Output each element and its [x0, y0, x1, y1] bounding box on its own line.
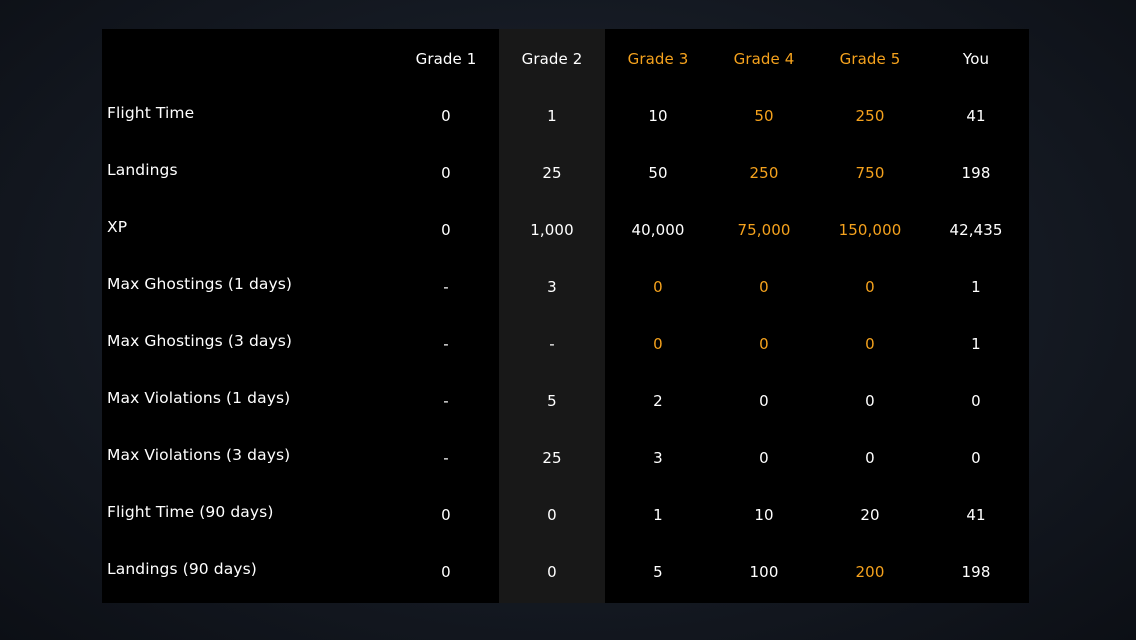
table-cell: 0: [759, 448, 769, 467]
column-header: Grade 3: [627, 50, 689, 68]
header-corner: [102, 29, 393, 87]
table-cell: -: [549, 334, 555, 353]
table-cell: 0: [865, 277, 875, 296]
table-cell: 0: [441, 163, 451, 182]
table-cell: 1: [653, 505, 663, 524]
table-cell: 10: [648, 106, 668, 125]
row-label: XP: [107, 217, 128, 236]
table-cell: 750: [855, 163, 885, 182]
table-cell: 0: [441, 505, 451, 524]
table-cell: 40,000: [631, 220, 685, 239]
row-label: Max Violations (1 days): [107, 388, 291, 407]
table-cell: 2: [653, 391, 663, 410]
table-cell: 1: [547, 106, 557, 125]
table-cell: 25: [542, 163, 562, 182]
column-header: Grade 2: [521, 50, 583, 68]
grade-2-column-highlight: [499, 29, 605, 603]
table-cell: 75,000: [737, 220, 791, 239]
row-label: Flight Time (90 days): [107, 502, 274, 521]
table-cell: 198: [961, 163, 991, 182]
table-cell: -: [443, 391, 449, 410]
grade-requirements-table: Grade 1 Grade 2 Grade 3 Grade 4 Grade 5 You Fl…: [102, 29, 1029, 603]
table-cell: 3: [653, 448, 663, 467]
row-label: Max Ghostings (3 days): [107, 331, 293, 350]
table-cell: 41: [966, 505, 986, 524]
table-cell: 25: [542, 448, 562, 467]
table-cell: 0: [971, 391, 981, 410]
table-cell: 0: [865, 391, 875, 410]
table-cell: -: [443, 334, 449, 353]
column-header: You: [962, 50, 990, 68]
table-cell: 0: [759, 334, 769, 353]
grade-requirements-panel: Grade 1 Grade 2 Grade 3 Grade 4 Grade 5 You Fl…: [102, 29, 1029, 603]
column-header: Grade 4: [733, 50, 795, 68]
table-cell: 250: [855, 106, 885, 125]
table-cell: 100: [749, 563, 779, 581]
table-cell: 0: [971, 448, 981, 467]
table-cell: 0: [653, 334, 663, 353]
row-label: Max Ghostings (1 days): [107, 274, 293, 293]
table-cell: -: [443, 277, 449, 296]
table-cell: 50: [754, 106, 774, 125]
table-cell: 0: [441, 106, 451, 125]
table-cell: 200: [855, 563, 885, 581]
row-label: Flight Time: [107, 103, 195, 122]
table-cell: 0: [547, 505, 557, 524]
table-cell: 1: [971, 334, 981, 353]
table-cell: 5: [547, 391, 557, 410]
table-cell: 0: [865, 448, 875, 467]
column-header: Grade 1: [415, 50, 477, 68]
table-cell: 1,000: [530, 220, 574, 239]
column-header: Grade 5: [839, 50, 901, 68]
table-cell: 150,000: [838, 220, 902, 239]
table-cell: 0: [441, 563, 451, 581]
table-cell: 250: [749, 163, 779, 182]
row-label: Max Violations (3 days): [107, 445, 291, 464]
table-cell: 3: [547, 277, 557, 296]
row-label: Landings (90 days): [107, 560, 257, 578]
table-cell: 5: [653, 563, 663, 581]
table-cell: 42,435: [949, 220, 1003, 239]
table-cell: 0: [441, 220, 451, 239]
table-cell: 0: [865, 334, 875, 353]
table-cell: 0: [653, 277, 663, 296]
table-cell: 0: [759, 391, 769, 410]
table-cell: 41: [966, 106, 986, 125]
table-cell: 198: [961, 563, 991, 581]
row-label: Landings: [107, 160, 178, 179]
table-cell: 0: [547, 563, 557, 581]
table-cell: 50: [648, 163, 668, 182]
table-cell: -: [443, 448, 449, 467]
table-cell: 20: [860, 505, 880, 524]
table-cell: 0: [759, 277, 769, 296]
table-cell: 1: [971, 277, 981, 296]
table-cell: 10: [754, 505, 774, 524]
